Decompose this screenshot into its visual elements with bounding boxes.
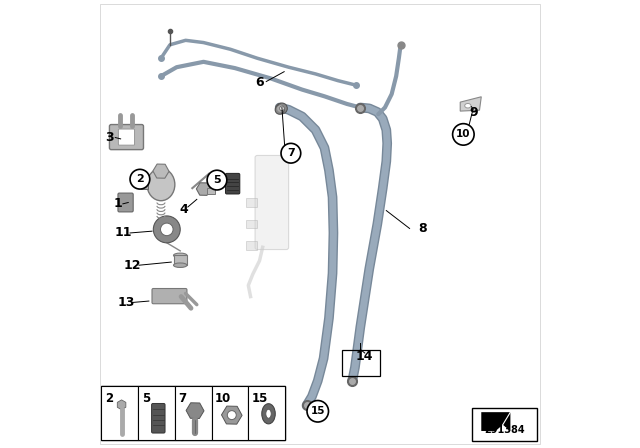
Ellipse shape	[173, 253, 187, 258]
Bar	[248, 386, 285, 440]
Bar	[101, 386, 285, 440]
Text: 291384: 291384	[484, 425, 525, 435]
FancyBboxPatch shape	[255, 155, 289, 250]
Bar	[342, 350, 380, 376]
Bar	[212, 386, 248, 440]
Text: 9: 9	[469, 106, 477, 120]
Bar	[175, 386, 212, 440]
Bar	[138, 386, 175, 440]
Text: 6: 6	[255, 76, 264, 90]
Text: 12: 12	[124, 258, 141, 272]
Circle shape	[130, 169, 150, 189]
Circle shape	[227, 411, 236, 420]
Bar	[141, 180, 148, 189]
FancyBboxPatch shape	[225, 173, 240, 194]
Text: 2: 2	[105, 392, 113, 405]
Circle shape	[452, 124, 474, 145]
Text: 7: 7	[179, 392, 186, 405]
FancyBboxPatch shape	[118, 193, 133, 212]
Bar	[173, 255, 187, 265]
Bar	[246, 198, 257, 207]
Text: 3: 3	[105, 131, 114, 144]
Circle shape	[275, 105, 284, 114]
Text: 8: 8	[419, 222, 428, 235]
Circle shape	[161, 223, 173, 236]
Text: 10: 10	[215, 392, 232, 405]
Text: 4: 4	[179, 203, 188, 216]
Text: 5: 5	[141, 392, 150, 405]
FancyBboxPatch shape	[109, 125, 143, 150]
Circle shape	[276, 103, 287, 114]
Text: 15: 15	[310, 406, 325, 416]
FancyBboxPatch shape	[152, 289, 187, 304]
Polygon shape	[481, 412, 511, 431]
Circle shape	[307, 401, 328, 422]
Bar	[207, 188, 215, 194]
Circle shape	[280, 106, 284, 111]
Ellipse shape	[147, 168, 175, 201]
Text: 1: 1	[113, 197, 122, 211]
Bar	[246, 241, 257, 250]
Ellipse shape	[465, 103, 471, 108]
Text: 11: 11	[114, 226, 132, 240]
Bar	[246, 220, 257, 228]
Ellipse shape	[173, 263, 187, 267]
Circle shape	[154, 216, 180, 243]
Bar	[101, 386, 138, 440]
Text: 5: 5	[213, 175, 221, 185]
Text: 15: 15	[252, 392, 268, 405]
Polygon shape	[460, 97, 481, 111]
Ellipse shape	[266, 409, 271, 418]
Text: 10: 10	[456, 129, 470, 139]
FancyBboxPatch shape	[118, 129, 134, 145]
Text: 2: 2	[136, 174, 144, 184]
Text: 14: 14	[356, 349, 374, 363]
Text: 7: 7	[287, 148, 295, 158]
Text: 13: 13	[118, 296, 135, 309]
Circle shape	[281, 143, 301, 163]
Ellipse shape	[262, 404, 275, 424]
Bar	[472, 408, 538, 441]
Circle shape	[207, 170, 227, 190]
FancyBboxPatch shape	[152, 404, 165, 433]
